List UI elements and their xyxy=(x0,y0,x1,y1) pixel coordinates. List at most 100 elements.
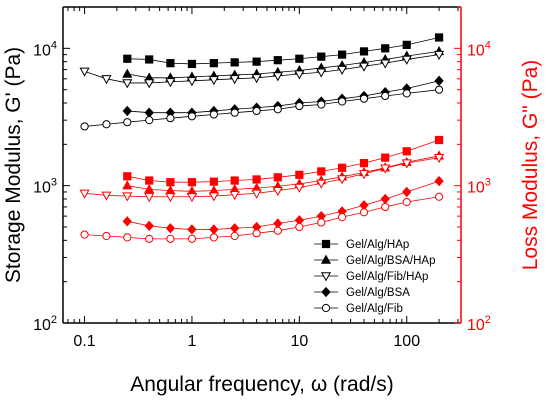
x-tick-label: 100 xyxy=(393,333,420,350)
loss-point-gel-alg-fib-hap xyxy=(434,153,445,164)
loss-line-gel-alg-fib-hap xyxy=(84,157,440,198)
loss-point-gel-alg-hap xyxy=(145,176,154,185)
storage-point-gel-alg-fib xyxy=(145,116,154,125)
loss-point-gel-alg-fib xyxy=(402,197,411,207)
legend-label: Gel/Alg/BSA/HAp xyxy=(346,255,435,267)
storage-point-gel-alg-hap xyxy=(434,33,444,42)
storage-point-gel-alg-hap xyxy=(145,55,154,64)
loss-point-gel-alg-bsa xyxy=(434,175,444,187)
loss-point-gel-alg-hap xyxy=(337,163,347,172)
loss-point-gel-alg-fib-hap xyxy=(380,164,391,174)
loss-point-gel-alg-fib-hap xyxy=(316,179,327,189)
storage-point-gel-alg-fib-hap xyxy=(272,72,283,82)
loss-point-gel-alg-hap xyxy=(209,177,218,186)
loss-point-gel-alg-fib-hap xyxy=(337,175,348,185)
loss-point-gel-alg-bsa xyxy=(209,224,219,235)
storage-point-gel-alg-hap xyxy=(123,54,132,63)
loss-point-gel-alg-fib-hap xyxy=(79,189,90,199)
storage-point-gel-alg-hap xyxy=(295,54,304,63)
y-axis-left-title: Storage Modulus, G' (Pa) xyxy=(2,47,25,283)
series-group xyxy=(79,33,445,243)
y-left-tick-label: 102 xyxy=(33,314,57,334)
loss-point-gel-alg-bsa-hap xyxy=(122,180,133,190)
loss-point-gel-alg-hap xyxy=(359,158,369,168)
storage-point-gel-alg-fib-hap xyxy=(434,50,445,61)
loss-point-gel-alg-bsa xyxy=(144,220,154,231)
storage-point-gel-alg-fib-hap xyxy=(358,62,370,72)
storage-point-gel-alg-hap xyxy=(402,40,411,49)
loss-point-gel-alg-hap xyxy=(252,175,261,184)
x-tick-label: 1 xyxy=(187,333,196,350)
storage-point-gel-alg-fib-hap xyxy=(186,77,197,87)
storage-point-gel-alg-hap xyxy=(252,57,261,66)
y-right-tick-label: 104 xyxy=(467,39,491,59)
storage-point-gel-alg-fib-hap xyxy=(229,75,240,85)
legend-marker xyxy=(321,303,331,313)
loss-point-gel-alg-fib xyxy=(187,234,197,243)
loss-point-gel-alg-bsa xyxy=(187,224,197,235)
loss-point-gel-alg-fib xyxy=(102,231,111,241)
axis-labels-group: Angular frequency, ω (rad/s) Storage Mod… xyxy=(2,47,542,396)
loss-point-gel-alg-bsa xyxy=(122,216,132,227)
loss-point-gel-alg-hap xyxy=(166,178,175,187)
storage-point-gel-alg-fib xyxy=(230,108,239,117)
loss-point-gel-alg-fib-hap xyxy=(229,190,240,201)
loss-point-gel-alg-fib xyxy=(434,192,444,201)
storage-point-gel-alg-bsa xyxy=(144,107,154,118)
loss-point-gel-alg-fib xyxy=(359,208,369,217)
storage-point-gel-alg-fib xyxy=(80,122,89,131)
loss-point-gel-alg-hap xyxy=(187,178,197,187)
storage-point-gel-alg-fib xyxy=(317,100,326,109)
legend-marker xyxy=(321,286,331,298)
storage-point-gel-alg-hap xyxy=(359,47,369,56)
loss-point-gel-alg-fib-hap xyxy=(272,186,283,197)
legend-label: Gel/Alg/BSA xyxy=(346,287,410,299)
storage-point-gel-alg-fib-hap xyxy=(401,55,412,65)
legend: Gel/Alg/HAp Gel/Alg/BSA/HAp Gel/Alg/Fib/HA… xyxy=(314,239,435,315)
loss-point-gel-alg-fib-hap xyxy=(251,189,262,199)
storage-point-gel-alg-fib xyxy=(187,112,197,121)
storage-point-gel-alg-fib xyxy=(434,85,444,94)
plot-frame-group: 0.1 1 10 100 102 103 104 102 103 104 xyxy=(33,6,491,350)
loss-point-gel-alg-fib-hap xyxy=(122,192,133,202)
loss-point-gel-alg-fib-hap xyxy=(208,192,219,202)
storage-point-gel-alg-fib-hap xyxy=(337,65,348,76)
loss-point-gel-alg-bsa xyxy=(380,193,390,205)
loss-point-gel-alg-hap xyxy=(434,135,444,145)
storage-point-gel-alg-fib-hap xyxy=(122,79,133,89)
legend-marker xyxy=(320,254,332,264)
storage-point-gel-alg-fib-hap xyxy=(144,79,155,89)
storage-point-gel-alg-fib xyxy=(273,105,282,114)
storage-point-gel-alg-fib-hap xyxy=(79,67,90,77)
storage-point-gel-alg-fib xyxy=(252,106,261,116)
storage-point-gel-alg-fib xyxy=(359,94,369,103)
loss-point-gel-alg-bsa xyxy=(230,223,240,234)
loss-point-gel-alg-fib xyxy=(295,222,304,232)
storage-point-gel-alg-hap xyxy=(230,58,239,67)
storage-point-gel-alg-fib xyxy=(166,114,175,123)
loss-point-gel-alg-bsa-hap xyxy=(144,183,155,194)
storage-point-gel-alg-hap xyxy=(209,59,218,68)
legend-marker xyxy=(320,272,332,282)
loss-point-gel-alg-fib xyxy=(381,202,390,212)
storage-point-gel-alg-fib-hap xyxy=(294,70,305,80)
x-axis-title: Angular frequency, ω (rad/s) xyxy=(130,373,393,396)
loss-point-gel-alg-bsa xyxy=(402,186,412,198)
x-tick-label: 0.1 xyxy=(73,333,95,350)
storage-point-gel-alg-fib-hap xyxy=(251,74,262,84)
storage-point-gel-alg-hap xyxy=(273,56,282,65)
storage-point-gel-alg-hap xyxy=(381,44,390,53)
storage-point-gel-alg-bsa xyxy=(434,75,444,86)
loss-point-gel-alg-fib xyxy=(80,230,89,239)
loss-point-gel-alg-hap xyxy=(402,147,411,156)
storage-point-gel-alg-bsa-hap xyxy=(122,68,133,78)
legend-label: Gel/Alg/Fib/HAp xyxy=(346,271,428,283)
loss-point-gel-alg-fib xyxy=(317,218,326,227)
loss-line-gel-alg-hap xyxy=(127,139,440,183)
storage-point-gel-alg-fib xyxy=(295,101,304,111)
legend-label: Gel/Alg/Fib xyxy=(346,303,403,315)
loss-point-gel-alg-hap xyxy=(230,176,239,185)
legend-label: Gel/Alg/HAp xyxy=(346,239,409,251)
loss-point-gel-alg-fib-hap xyxy=(165,193,176,203)
